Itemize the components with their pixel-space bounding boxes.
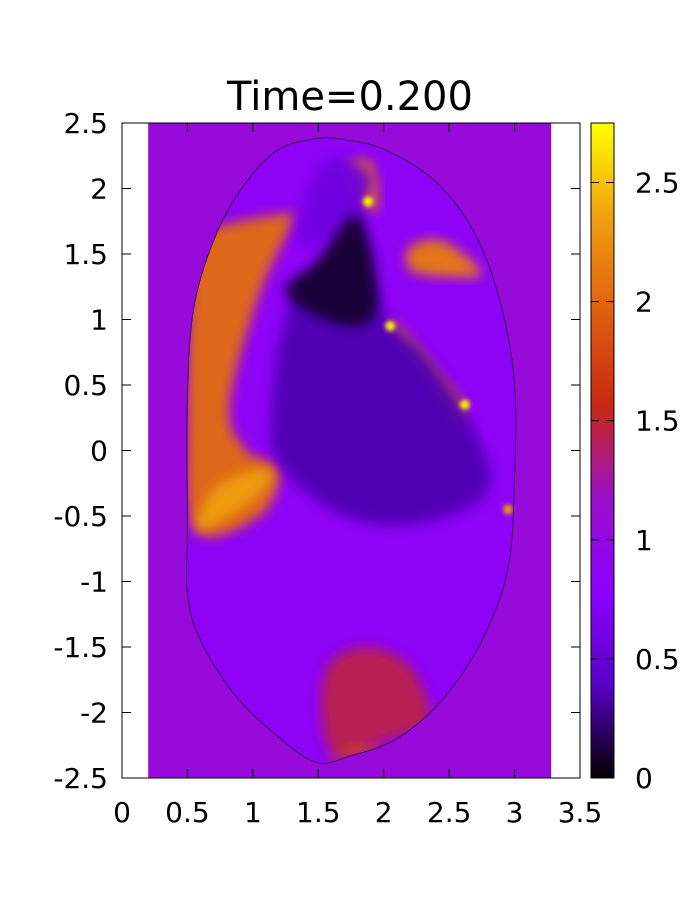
field-hotspot-2 (363, 196, 374, 207)
heatmap-plot (148, 123, 552, 778)
field-hotspots (363, 196, 514, 515)
x-axis: 0 0.5 1 1.5 2 2.5 3 3.5 (113, 123, 602, 829)
colorbar-tick-label: 2 (635, 286, 653, 319)
field-hotspot-3 (503, 504, 514, 515)
field-region-1 (196, 469, 273, 530)
y-tick-label: 2 (90, 173, 108, 206)
vessel-boundary-line (186, 137, 517, 764)
y-tick-label: -0.5 (53, 500, 108, 533)
field-hotspot-0 (385, 321, 396, 332)
field-region-9 (324, 744, 384, 763)
colorbar-tick-label: 0.5 (635, 643, 680, 676)
x-tick-label: 0 (113, 796, 131, 829)
y-tick-label: 2.5 (63, 107, 108, 140)
y-tick-label: 0.5 (63, 369, 108, 402)
y-tick-label: 1 (90, 304, 108, 337)
y-tick-label: -2.5 (53, 762, 108, 795)
field-region-0 (186, 212, 294, 537)
field-regions (186, 158, 491, 763)
y-tick-label: -2 (80, 697, 108, 730)
chart-title: Time=0.200 (226, 74, 473, 120)
colorbar-axis: 2.5 2 1.5 1 0.5 0 (591, 167, 680, 795)
colorbar-tick-label: 2.5 (635, 167, 680, 200)
x-tick-label: 1.5 (296, 796, 341, 829)
colorbar-tick-label: 0 (635, 762, 653, 795)
y-axis: 2.5 2 1.5 1 0.5 0 -0.5 -1 -1.5 -2 -2.5 (53, 107, 580, 795)
colorbar-tick-label: 1.5 (635, 405, 680, 438)
field-region-2 (405, 239, 482, 278)
field-region-7 (285, 216, 378, 327)
y-tick-label: -1.5 (53, 631, 108, 664)
x-tick-label: 3 (506, 796, 524, 829)
x-tick-label: 0.5 (165, 796, 210, 829)
x-tick-label: 3.5 (558, 796, 603, 829)
x-tick-label: 1 (244, 796, 262, 829)
field-region-8 (321, 646, 431, 756)
colorbar (590, 122, 615, 779)
colorbar-tick-label: 1 (635, 524, 653, 557)
y-tick-label: -1 (80, 566, 108, 599)
field-hotspot-1 (459, 399, 470, 410)
x-tick-label: 2.5 (427, 796, 472, 829)
x-tick-label: 2 (375, 796, 393, 829)
y-tick-label: 0 (90, 435, 108, 468)
y-tick-label: 1.5 (63, 238, 108, 271)
